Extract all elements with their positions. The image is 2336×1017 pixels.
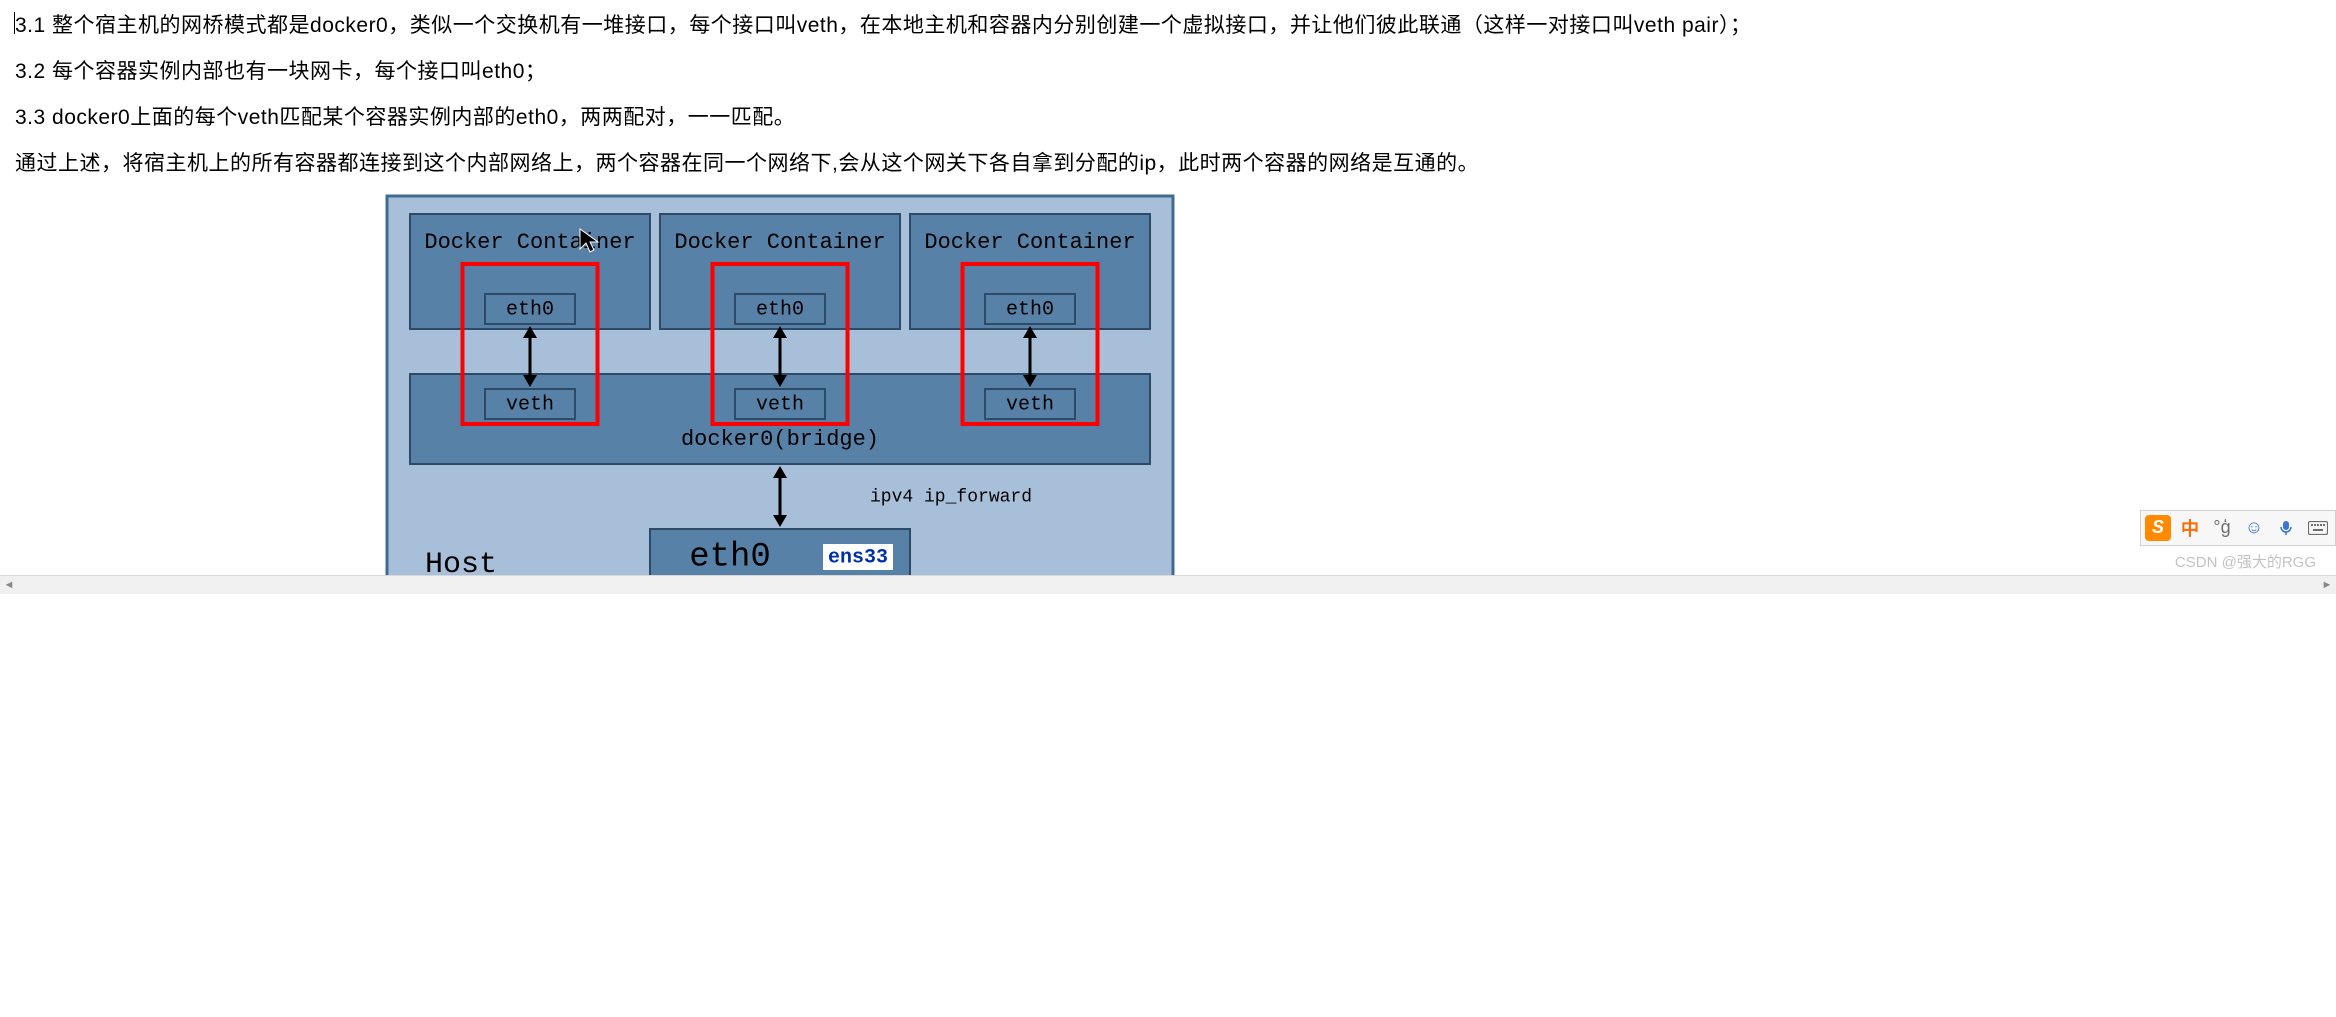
svg-text:eth0: eth0 [506, 298, 554, 321]
text-cursor [14, 12, 15, 34]
ime-toolbar[interactable]: S 中 °ģ ☺ [2140, 510, 2336, 546]
scroll-left-icon[interactable]: ◄ [0, 577, 18, 593]
svg-text:veth: veth [506, 393, 554, 416]
paragraph-conclusion: 通过上述，将宿主机上的所有容器都连接到这个内部网络上，两个容器在同一个网络下,会… [0, 144, 2336, 184]
svg-text:veth: veth [756, 393, 804, 416]
ime-logo-icon[interactable]: S [2145, 515, 2171, 541]
watermark-text: CSDN @强大的RGG [2175, 551, 2316, 572]
svg-text:docker0(bridge): docker0(bridge) [681, 426, 879, 451]
svg-text:Docker Container: Docker Container [924, 229, 1135, 254]
svg-text:Docker Container: Docker Container [674, 229, 885, 254]
svg-text:eth0: eth0 [1006, 298, 1054, 321]
docker-network-diagram: Docker Container eth0 Docker Container eth0… [385, 194, 1175, 594]
paragraph-3-1: 3.1 整个宿主机的网桥模式都是docker0，类似一个交换机有一堆接口，每个接… [0, 6, 2336, 46]
svg-text:ipv4 ip_forward: ipv4 ip_forward [870, 487, 1032, 507]
svg-text:veth: veth [1006, 393, 1054, 416]
ime-voice-icon[interactable] [2273, 515, 2299, 541]
scroll-track[interactable] [18, 577, 2318, 593]
horizontal-scrollbar[interactable]: ◄ ► [0, 575, 2336, 594]
paragraph-3-3: 3.3 docker0上面的每个veth匹配某个容器实例内部的eth0，两两配对… [0, 98, 2336, 138]
svg-text:Docker Container: Docker Container [424, 229, 635, 254]
ime-lang-toggle[interactable]: 中 [2177, 515, 2203, 541]
paragraph-3-2: 3.2 每个容器实例内部也有一块网卡，每个接口叫eth0； [0, 52, 2336, 92]
svg-text:eth0: eth0 [756, 298, 804, 321]
ime-punct-icon[interactable]: °ģ [2209, 515, 2235, 541]
ime-keyboard-icon[interactable] [2305, 515, 2331, 541]
diagram-container: Docker Container eth0 Docker Container eth0… [0, 194, 2336, 594]
svg-text:ens33: ens33 [828, 546, 888, 569]
scroll-right-icon[interactable]: ► [2318, 577, 2336, 593]
ime-emoji-icon[interactable]: ☺ [2241, 515, 2267, 541]
svg-text:eth0: eth0 [689, 538, 771, 576]
